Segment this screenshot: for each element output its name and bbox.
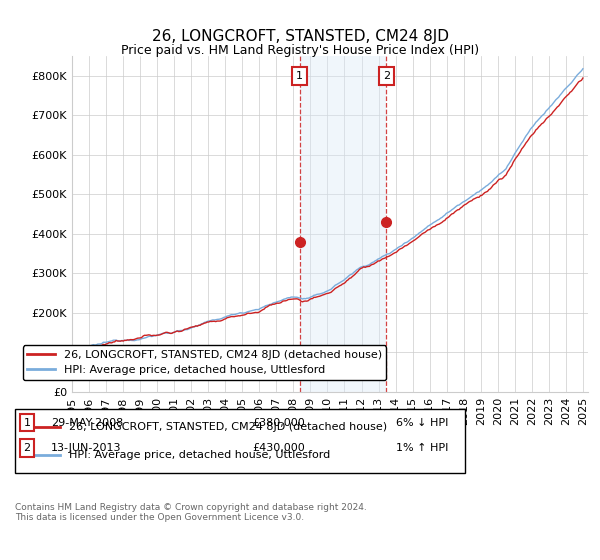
Text: Price paid vs. HM Land Registry's House Price Index (HPI): Price paid vs. HM Land Registry's House … (121, 44, 479, 57)
Text: 26, LONGCROFT, STANSTED, CM24 8JD: 26, LONGCROFT, STANSTED, CM24 8JD (151, 29, 449, 44)
Text: £430,000: £430,000 (252, 443, 305, 453)
Text: 6% ↓ HPI: 6% ↓ HPI (396, 418, 448, 428)
Text: 29-MAY-2008: 29-MAY-2008 (51, 418, 123, 428)
Bar (299, 56, 386, 392)
Text: 1: 1 (23, 418, 31, 428)
Text: 13-JUN-2013: 13-JUN-2013 (51, 443, 121, 453)
Text: HPI: Average price, detached house, Uttlesford: HPI: Average price, detached house, Uttl… (69, 450, 330, 460)
Legend: 26, LONGCROFT, STANSTED, CM24 8JD (detached house), HPI: Average price, detached: 26, LONGCROFT, STANSTED, CM24 8JD (detac… (23, 346, 386, 380)
Text: Contains HM Land Registry data © Crown copyright and database right 2024.
This d: Contains HM Land Registry data © Crown c… (15, 503, 367, 522)
Text: £380,000: £380,000 (252, 418, 305, 428)
Text: 1: 1 (296, 71, 303, 81)
Text: 2: 2 (383, 71, 390, 81)
FancyBboxPatch shape (15, 409, 465, 473)
Text: 1% ↑ HPI: 1% ↑ HPI (396, 443, 448, 453)
Text: 2: 2 (23, 443, 31, 453)
Text: 26, LONGCROFT, STANSTED, CM24 8JD (detached house): 26, LONGCROFT, STANSTED, CM24 8JD (detac… (69, 422, 387, 432)
